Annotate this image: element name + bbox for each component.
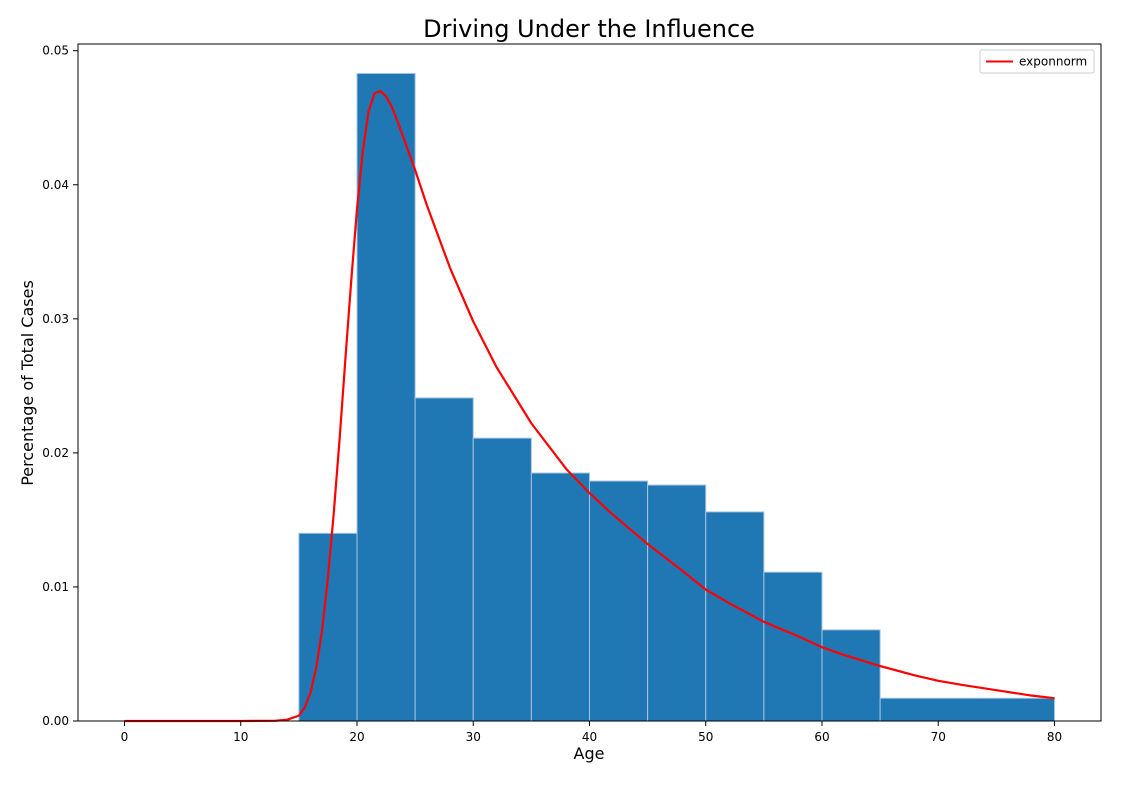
y-axis-label: Percentage of Total Cases (18, 280, 37, 486)
y-tick-label: 0.00 (42, 714, 69, 728)
y-tick-label: 0.05 (42, 44, 69, 58)
histogram-bar (763, 571, 823, 722)
x-tick-label: 40 (582, 730, 597, 744)
legend-box (979, 49, 1095, 74)
legend: exponnorm (979, 49, 1095, 74)
x-tick-label: 20 (349, 730, 364, 744)
histogram-bar (472, 437, 532, 722)
histogram-bar (298, 532, 358, 722)
y-tick-label: 0.02 (42, 446, 69, 460)
curve-layer (124, 89, 1055, 723)
exponnorm-curve (124, 89, 1055, 723)
y-tick-label: 0.04 (42, 178, 69, 192)
histogram-bar (414, 397, 474, 722)
y-tick-label: 0.01 (42, 580, 69, 594)
x-tick-label: 10 (233, 730, 248, 744)
x-axis-label: Age (574, 744, 605, 763)
x-tick-label: 60 (814, 730, 829, 744)
y-axis-ticks: 0.00 0.01 0.02 0.03 0.04 0.05 (42, 44, 78, 728)
x-tick-label: 70 (931, 730, 946, 744)
x-tick-label: 0 (121, 730, 129, 744)
histogram-bar (647, 484, 707, 722)
x-tick-label: 80 (1047, 730, 1062, 744)
histogram-bar (589, 480, 649, 722)
histogram-bar (821, 629, 881, 722)
histogram-bar (530, 472, 590, 722)
x-axis-ticks: 0 10 20 30 40 50 60 70 80 (121, 721, 1062, 744)
histogram-bar (879, 697, 1055, 722)
x-tick-label: 30 (466, 730, 481, 744)
histogram-bar (356, 72, 416, 722)
y-tick-label: 0.03 (42, 312, 69, 326)
chart-title: Driving Under the Influence (423, 15, 755, 43)
legend-label-exponnorm: exponnorm (1019, 55, 1087, 69)
histogram-bars (298, 72, 1055, 722)
x-tick-label: 50 (698, 730, 713, 744)
